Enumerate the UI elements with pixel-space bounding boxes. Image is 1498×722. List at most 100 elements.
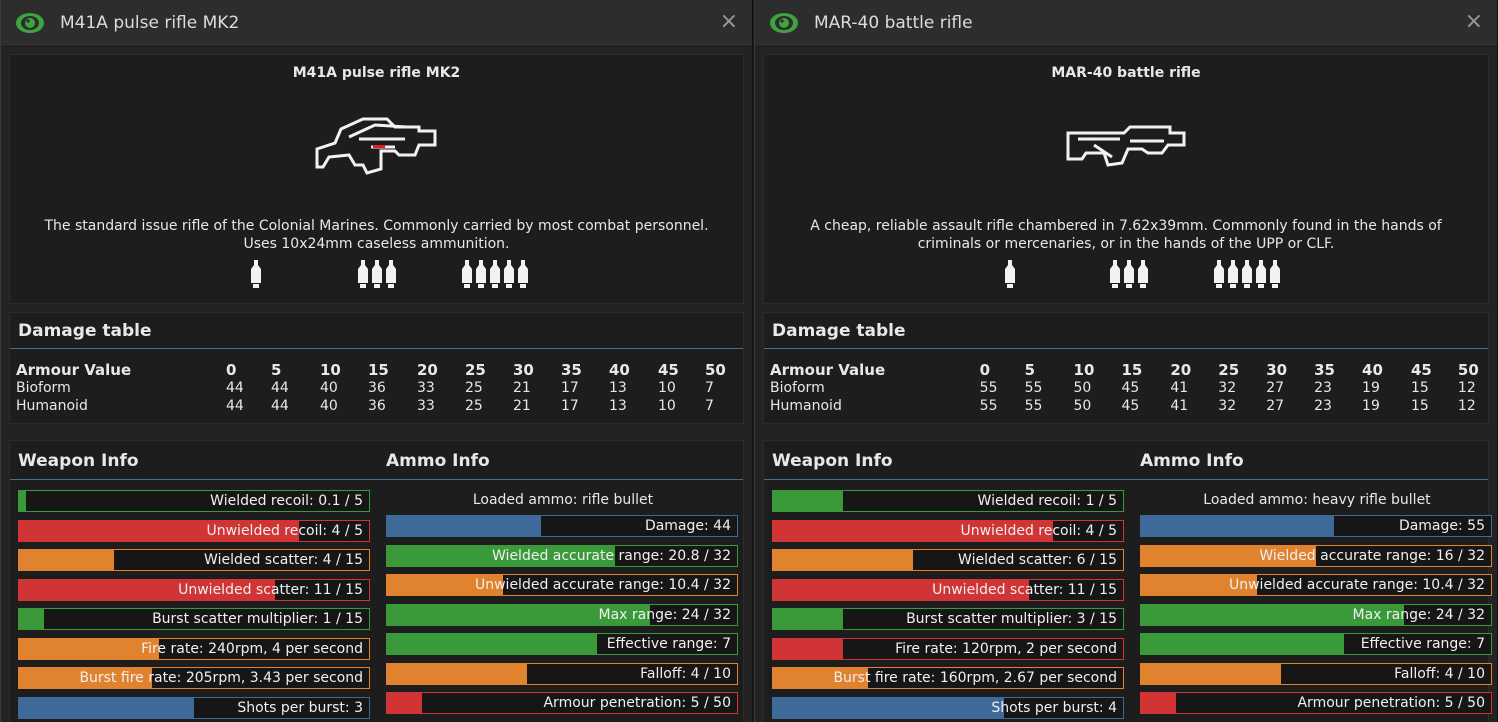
stat-bar-fill — [387, 663, 527, 684]
stat-bar-label: Damage: 44 — [644, 518, 731, 534]
damage-table-title: Damage table — [18, 321, 152, 341]
window-titlebar[interactable]: MAR-40 battle rifle × — [755, 0, 1497, 47]
damage-cell: 10 — [658, 380, 676, 396]
stat-bar-label: Wielded scatter: 4 / 15 — [204, 552, 363, 568]
damage-cell: 32 — [1218, 380, 1237, 396]
damage-cell: 17 — [561, 398, 579, 414]
damage-cell: 36 — [368, 398, 386, 414]
weapon-description: A cheap, reliable assault rifle chambere… — [770, 217, 1482, 253]
ammo-info-title: Ammo Info — [1140, 451, 1244, 471]
eye-icon — [770, 13, 798, 33]
section-divider — [10, 479, 743, 480]
armour-value: 45 — [658, 361, 679, 379]
stat-bar-label: Effective range: 7 — [606, 636, 731, 652]
section-divider — [764, 479, 1488, 480]
damage-cell: 55 — [1024, 380, 1043, 396]
stat-bar: Fire rate: 240rpm, 4 per second — [18, 637, 370, 660]
row-label: Humanoid — [770, 398, 842, 414]
damage-cell: 40 — [320, 398, 338, 414]
stat-bar: Effective range: 7 — [386, 633, 738, 655]
damage-cell: 40 — [320, 380, 338, 396]
gun-name: MAR-40 battle rifle — [1051, 65, 1201, 81]
damage-cell: 25 — [465, 380, 483, 396]
damage-cell: 50 — [1073, 380, 1092, 396]
stat-bar-fill — [773, 491, 843, 511]
stat-bar: Armour penetration: 5 / 50 — [386, 692, 738, 714]
stat-bar-label: Wielded scatter: 6 / 15 — [958, 552, 1117, 568]
stat-bar-fill — [773, 638, 843, 659]
stat-bar: Wielded recoil: 0.1 / 5 — [18, 490, 370, 512]
damage-cell: 41 — [1170, 398, 1189, 414]
stat-bar: Unwielded accurate range: 10.4 / 32 — [1140, 574, 1492, 596]
damage-cell: 27 — [1266, 380, 1285, 396]
damage-table-panel: Damage table Armour Value 0 5 10 15 20 2… — [9, 312, 744, 424]
stat-bar: Unwielded scatter: 11 / 15 — [18, 578, 370, 601]
stat-bar-label: Armour penetration: 5 / 50 — [1297, 695, 1485, 711]
stat-bar-label: Damage: 55 — [1398, 518, 1485, 534]
damage-cell: 27 — [1266, 398, 1285, 414]
gun-name: M41A pulse rifle MK2 — [292, 65, 461, 81]
stat-bar-fill — [773, 579, 1029, 600]
damage-cell: 36 — [368, 380, 386, 396]
stat-bar-label: Unwielded scatter: 11 / 15 — [932, 581, 1117, 598]
close-icon[interactable]: × — [1464, 9, 1483, 34]
damage-cell: 50 — [1073, 398, 1092, 414]
ammo-info-title: Ammo Info — [386, 451, 490, 471]
damage-cell: 13 — [609, 398, 627, 414]
stat-bar-fill — [1141, 634, 1344, 654]
loaded-ammo-label: Loaded ammo: heavy rifle bullet — [1203, 492, 1431, 508]
stat-bar: Effective range: 7 — [1140, 633, 1492, 655]
weapon-window-mar40: MAR-40 battle rifle × MAR-40 battle rifl… — [754, 0, 1498, 722]
damage-row-humanoid: Humanoid 55 55 50 45 41 32 27 23 19 15 1… — [770, 397, 1488, 415]
single-round-icon — [1005, 260, 1015, 288]
stat-bar-fill — [1141, 575, 1257, 595]
stat-bar-label: Burst scatter multiplier: 3 / 15 — [906, 611, 1117, 627]
stat-bar-label: Unwielded recoil: 4 / 5 — [960, 522, 1117, 539]
damage-cell: 12 — [1457, 398, 1476, 414]
stat-bar-label: Unwielded scatter: 11 / 15 — [178, 581, 363, 598]
armour-value: 15 — [1121, 361, 1143, 379]
stat-bar-fill — [773, 520, 1053, 541]
stat-bar-label: Shots per burst: 3 — [237, 699, 363, 716]
damage-cell: 7 — [705, 380, 714, 396]
armour-value: 5 — [1024, 361, 1036, 379]
armour-value: 40 — [609, 361, 630, 379]
stat-bar: Unwielded recoil: 4 / 5 — [772, 519, 1124, 542]
weapon-info-title: Weapon Info — [18, 451, 139, 471]
stat-bar-label: Wielded recoil: 1 / 5 — [977, 493, 1117, 509]
armour-value: 35 — [1314, 361, 1335, 379]
damage-cell: 32 — [1218, 398, 1237, 414]
armour-value: 15 — [368, 361, 389, 379]
close-icon[interactable]: × — [719, 9, 738, 34]
damage-cell: 25 — [465, 398, 483, 414]
stat-bar-fill — [19, 638, 159, 659]
stat-bar: Burst scatter multiplier: 1 / 15 — [18, 608, 370, 630]
stat-bar: Burst fire rate: 160rpm, 2.67 per second — [772, 667, 1124, 689]
armour-value: 50 — [1457, 361, 1479, 379]
damage-cell: 44 — [271, 380, 289, 396]
damage-cell: 12 — [1457, 380, 1476, 396]
stat-bar-fill — [773, 609, 843, 629]
eye-icon — [16, 13, 44, 33]
burst-ammo-icons — [10, 259, 743, 289]
damage-cell: 55 — [979, 398, 998, 414]
damage-table: Armour Value 0 5 10 15 20 25 30 35 40 45… — [16, 361, 735, 415]
stat-bar-fill — [387, 516, 541, 536]
window-titlebar[interactable]: M41A pulse rifle MK2 × — [1, 0, 752, 47]
description-line-2: criminals or mercenaries, or in the hand… — [917, 236, 1335, 252]
stat-bar-fill — [19, 491, 26, 511]
armour-value: 50 — [705, 361, 726, 379]
damage-cell: 45 — [1121, 380, 1140, 396]
damage-cell: 41 — [1170, 380, 1189, 396]
stat-bar: Burst scatter multiplier: 3 / 15 — [772, 608, 1124, 630]
stat-bar-fill — [19, 668, 152, 688]
stat-bar: Falloff: 4 / 10 — [1140, 662, 1492, 685]
damage-row-humanoid: Humanoid 44 44 40 36 33 25 21 17 13 10 7 — [16, 397, 735, 415]
stat-bar: Fire rate: 120rpm, 2 per second — [772, 637, 1124, 660]
damage-row-bioform: Bioform 44 44 40 36 33 25 21 17 13 10 7 — [16, 379, 735, 397]
damage-cell: 33 — [417, 380, 435, 396]
armour-value: 30 — [513, 361, 534, 379]
stat-bar-fill — [19, 609, 44, 629]
stat-bar-label: Max range: 24 / 32 — [598, 606, 731, 623]
armour-value: 30 — [1266, 361, 1288, 379]
